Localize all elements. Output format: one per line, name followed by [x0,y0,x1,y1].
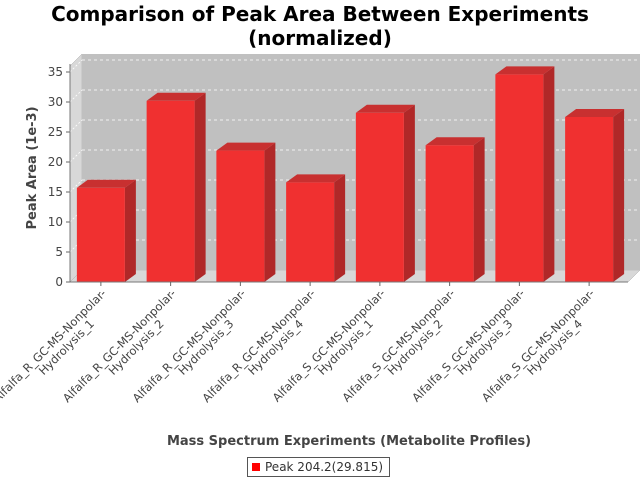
gridline-side [69,119,83,133]
x-tick-labels: Alfalfa_R_GC-MS-Nonpolar-Hydrolysis_1Alf… [0,286,597,405]
bar-top [355,104,415,113]
bar-top [146,92,206,101]
chart-title: Comparison of Peak Area Between Experime… [0,2,640,50]
legend: Peak 204.2(29.815) [247,457,391,477]
bar-side [334,174,346,282]
chart-title-line-1: Comparison of Peak Area Between Experime… [51,2,589,26]
bars [76,66,625,283]
bar [216,142,276,282]
chart-title-line-2: (normalized) [248,26,392,50]
bar [565,109,625,282]
y-tick-label: 25 [48,125,63,139]
y-tick-label: 0 [55,275,63,289]
bar-side [124,179,136,282]
y-tick-labels: 0 5 10 15 20 25 30 35 [48,65,63,289]
y-tick-label: 10 [48,215,63,229]
y-axis-label: Peak Area (1e-3) [25,106,40,229]
bar-side [194,92,206,282]
bar [76,179,136,282]
bar-top [286,174,346,183]
bar [495,66,555,283]
bar-front [495,74,544,283]
x-tick-label-line: Alfalfa_R_GC-MS-Nonpolar- [0,286,109,405]
bar-front [565,117,614,282]
bar [286,174,346,282]
bar-side [613,109,625,282]
bar-top [216,142,276,151]
bar-top [76,179,136,188]
bar-side [264,142,276,282]
bar [425,137,485,282]
bar-front [216,150,265,282]
bar-top [565,109,625,117]
bar-side [473,137,485,282]
y-tick-label: 15 [48,185,63,199]
gridline-side [69,89,83,103]
y-tick-label: 35 [48,65,63,79]
y-tick-label: 20 [48,155,63,169]
legend-label: Peak 204.2(29.815) [265,460,384,474]
y-tick-label: 5 [55,245,63,259]
gridline-side [69,179,83,193]
bar-top [425,137,485,146]
legend-swatch [252,463,260,471]
x-tick-label-line: Alfalfa_S_GC-MS-Nonpolar- [409,286,527,404]
bar-front [355,112,404,282]
bar-front [76,187,125,282]
axes [66,64,628,286]
gridline-side [69,209,83,223]
bar-front [146,100,195,282]
x-axis-label: Mass Spectrum Experiments (Metabolite Pr… [167,434,531,449]
bar-side [403,104,415,282]
bar [146,92,206,282]
gridline-side [69,239,83,253]
x-tick-label-line: Alfalfa_S_GC-MS-Nonpolar- [339,286,457,404]
bar-front [425,145,474,282]
x-tick-label-line: Alfalfa_S_GC-MS-Nonpolar- [270,286,388,404]
gridline-side [69,59,83,73]
gridline-side [69,149,83,163]
bar-side [543,66,555,283]
y-tick-label: 30 [48,95,63,109]
bar [355,104,415,282]
bar-top [495,66,555,75]
bar-front [286,182,335,282]
x-tick-label-line: Alfalfa_S_GC-MS-Nonpolar- [479,286,597,404]
